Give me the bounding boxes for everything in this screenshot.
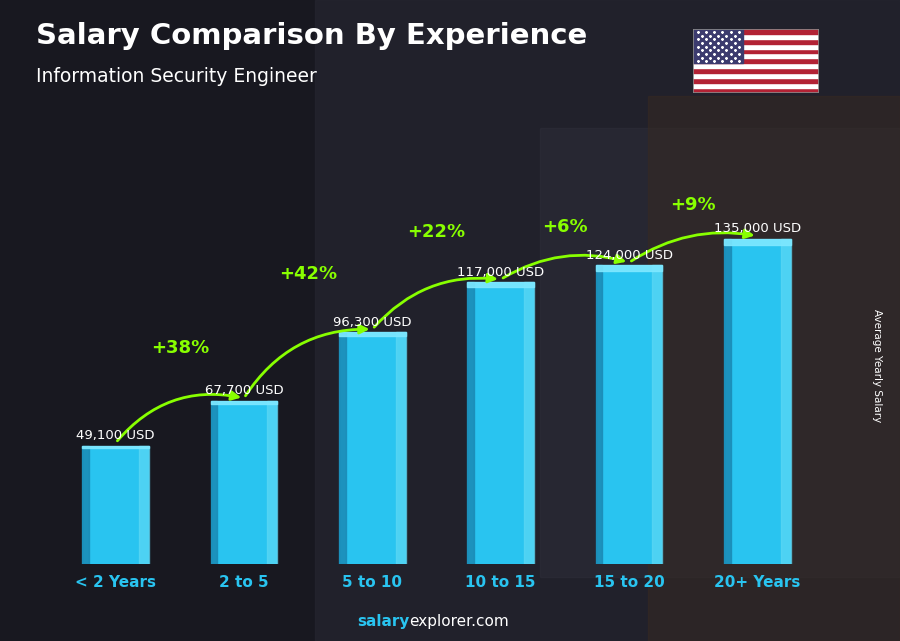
Bar <box>724 239 791 245</box>
Bar <box>315 0 900 641</box>
Bar <box>339 332 406 564</box>
Text: salary: salary <box>357 615 410 629</box>
Bar <box>693 58 819 63</box>
Text: Information Security Engineer: Information Security Engineer <box>36 67 317 87</box>
Bar <box>724 239 791 564</box>
Bar <box>139 446 149 564</box>
Bar <box>693 53 819 58</box>
Bar <box>339 332 406 337</box>
Bar <box>267 401 277 564</box>
Bar <box>652 265 662 564</box>
Bar <box>467 282 534 287</box>
Text: 135,000 USD: 135,000 USD <box>714 222 801 235</box>
Bar <box>339 332 346 564</box>
Bar <box>540 128 900 577</box>
Bar <box>596 265 662 271</box>
Text: 96,300 USD: 96,300 USD <box>333 315 411 329</box>
Text: 67,700 USD: 67,700 USD <box>204 385 284 397</box>
Bar <box>211 401 277 564</box>
Bar <box>82 446 149 448</box>
Text: explorer.com: explorer.com <box>410 615 509 629</box>
Bar <box>693 88 819 93</box>
Bar <box>693 29 743 63</box>
Bar <box>693 83 819 88</box>
Bar <box>693 63 819 69</box>
Bar <box>211 401 277 404</box>
Text: +42%: +42% <box>279 265 338 283</box>
Bar <box>648 96 900 641</box>
Bar <box>467 282 534 564</box>
Bar <box>693 69 819 73</box>
Bar <box>524 282 534 564</box>
Bar <box>693 29 819 34</box>
Bar <box>781 239 791 564</box>
Bar <box>467 282 474 564</box>
Text: +9%: +9% <box>670 196 716 214</box>
Bar <box>693 73 819 78</box>
Text: +22%: +22% <box>408 222 465 240</box>
Bar <box>693 34 819 38</box>
Bar <box>693 38 819 44</box>
Text: Average Yearly Salary: Average Yearly Salary <box>872 309 883 422</box>
Text: +38%: +38% <box>150 339 209 357</box>
Bar <box>596 265 602 564</box>
Bar <box>82 446 89 564</box>
Bar <box>693 44 819 49</box>
Text: 124,000 USD: 124,000 USD <box>586 249 672 262</box>
Bar <box>396 332 406 564</box>
Bar <box>693 49 819 53</box>
Text: 117,000 USD: 117,000 USD <box>457 265 544 279</box>
Bar <box>596 265 662 564</box>
Bar <box>211 401 217 564</box>
Text: +6%: +6% <box>542 218 588 236</box>
Bar <box>724 239 731 564</box>
Bar <box>82 446 149 564</box>
Text: 49,100 USD: 49,100 USD <box>76 429 155 442</box>
Bar <box>693 78 819 83</box>
Text: Salary Comparison By Experience: Salary Comparison By Experience <box>36 22 587 51</box>
